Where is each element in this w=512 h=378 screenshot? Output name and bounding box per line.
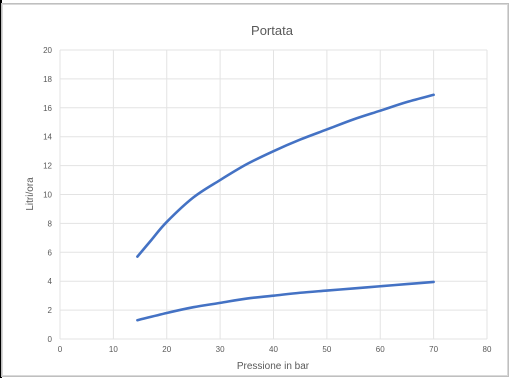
y-tick-label: 16 [43,104,52,113]
y-tick-label: 12 [43,162,52,171]
gridlines [59,49,488,340]
series-lines [136,93,435,322]
y-tick-label: 8 [48,219,53,228]
y-tick-label: 18 [43,75,52,84]
y-axis-label: Litri/ora [25,177,36,211]
tick-labels: 0 2 4 6 8 10 12 14 16 18 20 0 10 20 30 40 50 60 70 80 [43,46,492,354]
window-edge [0,0,2,378]
x-tick-label: 20 [162,345,171,354]
y-tick-label: 6 [48,248,53,257]
x-tick-label: 10 [109,345,118,354]
series-line-2 [136,280,435,322]
series-line-1 [136,93,435,258]
x-axis-label: Pressione in bar [237,361,310,372]
y-tick-label: 14 [43,133,52,142]
chart-title: Portata [251,23,294,38]
x-tick-label: 60 [376,345,385,354]
x-tick-label: 80 [483,345,492,354]
y-tick-label: 20 [43,46,52,55]
chart-area [2,4,508,376]
x-tick-label: 50 [322,345,331,354]
y-tick-label: 4 [48,277,53,286]
y-tick-label: 10 [43,191,52,200]
x-tick-label: 40 [269,345,278,354]
y-tick-label: 2 [48,306,53,315]
y-tick-label: 0 [48,335,53,344]
x-tick-label: 70 [429,345,438,354]
x-tick-label: 30 [216,345,225,354]
x-tick-label: 0 [58,345,63,354]
